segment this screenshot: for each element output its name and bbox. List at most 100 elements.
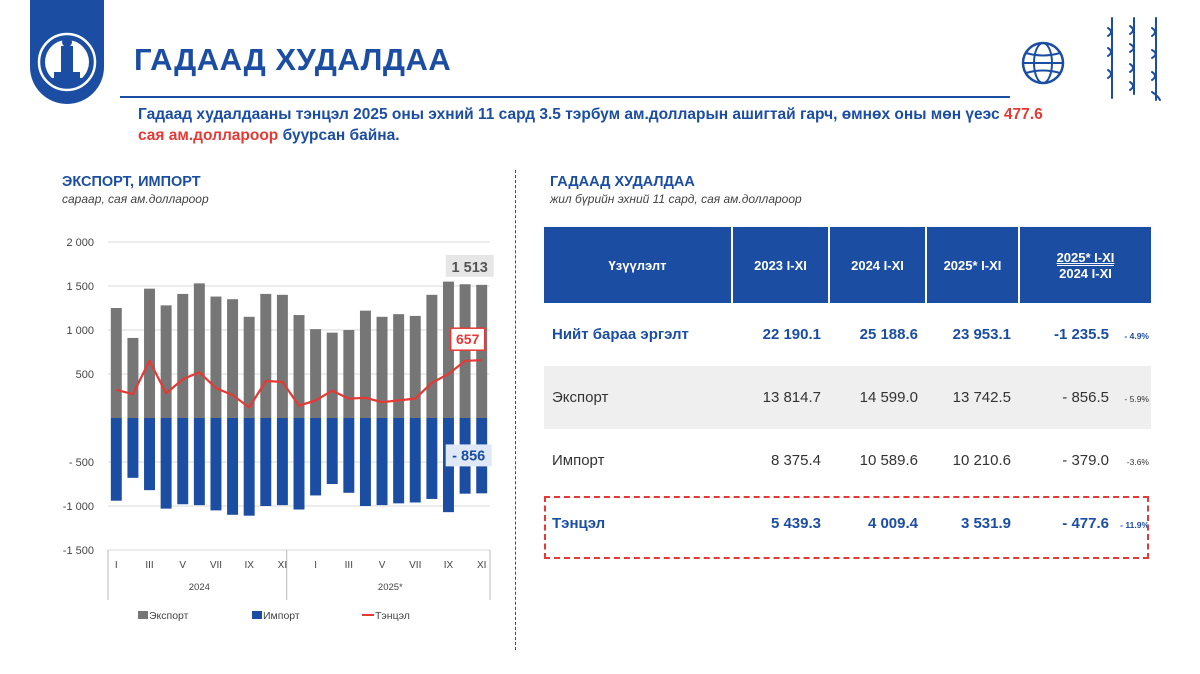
export-bar [409,315,421,418]
import-bar [243,418,255,516]
table-row-total: Нийт бараа эргэлт 22 190.1 25 188.6 23 9… [544,303,1151,366]
trade-table: Үзүүлэлт 2023 I-XI 2024 I-XI 2025* I-XI … [544,227,1151,555]
mongolian-script-icon [1107,17,1161,101]
diff-percent: - 11.9% [1120,520,1149,530]
export-bar [193,283,205,418]
legend-export-label: Экспорт [149,610,189,622]
diff-percent: -3.6% [1126,457,1149,467]
y-tick-label: -1 000 [63,501,94,513]
import-bar [260,418,272,506]
export-bar [393,314,405,418]
table-subtitle: жил бүрийн эхний 11 сард, сая ам.долларо… [550,192,802,206]
x-tick-label: I [115,560,118,571]
export-callout-box [445,254,494,277]
x-tick-label: VII [210,560,222,571]
page-title: ГАДААД ХУДАЛДАА [134,42,452,77]
import-bar [359,418,371,506]
import-bar [127,418,139,478]
import-bar [160,418,172,509]
cell-2024: 14 599.0 [829,366,926,429]
cell-diff: -1 235.5 - 4.9% [1019,303,1151,366]
y-tick-label: -1 500 [63,545,94,557]
legend-export-swatch [138,611,148,619]
cell-diff: - 856.5 - 5.9% [1019,366,1151,429]
import-bar [409,418,421,503]
y-tick-label: - 500 [69,457,94,469]
balance-highlight-box [544,496,1149,559]
table-title: ГАДААД ХУДАЛДАА [550,174,695,190]
import-bar [393,418,405,504]
y-tick-label: 2 000 [66,237,94,249]
export-bar [160,305,172,418]
legend-balance-label: Тэнцэл [375,610,410,622]
headline-text: Гадаад худалдааны тэнцэл 2025 оны эхний … [138,106,1004,123]
x-tick-label: I [314,560,317,571]
balance-callout-box [449,327,486,351]
balance-callout-label: 657 [456,331,480,347]
import-bar [310,418,322,496]
x-tick-label: V [179,560,186,571]
cell-2025: 10 210.6 [952,452,1011,469]
export-bar [260,293,272,418]
import-bar [177,418,189,505]
row-label: Нийт бараа эргэлт [552,326,689,343]
headline: Гадаад худалдааны тэнцэл 2025 оны эхний … [138,104,1058,146]
export-bar [293,315,305,418]
row-label: Импорт [552,452,605,469]
x-tick-label: III [145,560,153,571]
logo-tab [30,0,104,104]
year-label: 2024 [189,582,210,593]
export-bar [177,293,189,418]
table-row-balance: Тэнцэл 5 439.3 4 009.4 3 531.9 - 477.6- … [544,492,1151,555]
export-bar [127,337,139,418]
cell-2024: 10 589.6 [859,452,918,469]
export-bar [144,288,156,418]
export-bar [442,281,454,418]
export-bar [227,299,239,418]
import-bar [110,418,122,501]
table-row-export: Экспорт 13 814.7 14 599.0 13 742.5 - 856… [544,366,1151,429]
diff-percent: - 4.9% [1124,331,1149,341]
x-tick-label: XI [477,560,486,571]
cell-2023: 8 375.4 [770,452,821,469]
year-label: 2025* [378,582,403,593]
x-tick-label: VII [409,560,421,571]
y-tick-label: 1 500 [66,281,94,293]
import-bar [376,418,388,506]
x-tick-label: III [345,560,353,571]
export-bar [310,329,322,418]
import-bar [326,418,338,484]
import-callout-box [445,444,492,467]
row-label: Экспорт [544,366,732,429]
header-indicator: Үзүүлэлт [544,227,732,303]
cell-2025: 23 953.1 [952,326,1011,343]
import-bar [276,418,288,506]
x-tick-label: V [379,560,386,571]
import-bar [210,418,222,511]
cell-2023: 22 190.1 [762,326,821,343]
cell-2023: 13 814.7 [732,366,829,429]
export-bar [359,310,371,418]
cell-2023: 5 439.3 [770,515,821,532]
export-bar [276,294,288,418]
cell-2025: 3 531.9 [960,515,1011,532]
table-row-import: Импорт 8 375.4 10 589.6 10 210.6 - 379.0… [544,429,1151,492]
export-callout-label: 1 513 [452,260,488,276]
diff-value: - 379.0 [1062,452,1109,469]
header-ratio: 2025* I-XI 2024 I-XI [1018,227,1151,303]
export-bar [343,330,355,418]
import-bar [144,418,156,491]
cell-diff: - 477.6 - 11.9% [1019,492,1151,555]
cell-2025: 13 742.5 [926,366,1019,429]
import-bar [293,418,305,510]
diff-value: -1 235.5 [1053,326,1109,343]
import-bar [193,418,205,506]
import-bar [426,418,438,499]
section-divider [515,170,516,650]
export-bar [326,332,338,418]
cell-diff: - 379.0 -3.6% [1019,429,1151,492]
headline-text-end: буурсан байна. [278,127,400,144]
globe-icon [1021,41,1065,85]
legend-import-label: Импорт [263,610,300,622]
